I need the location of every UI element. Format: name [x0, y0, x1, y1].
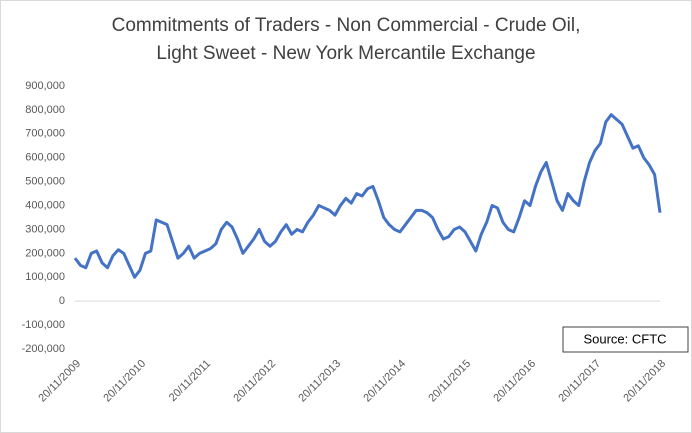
source-note: Source: CFTC [583, 331, 666, 346]
y-tick-label: 600,000 [25, 152, 65, 164]
y-tick-label: 0 [59, 295, 65, 307]
y-tick-label: 200,000 [25, 247, 65, 259]
chart-title: Commitments of Traders - Non Commercial … [112, 15, 581, 36]
y-tick-label: -200,000 [22, 343, 65, 355]
y-tick-label: 100,000 [25, 271, 65, 283]
chart-title: Light Sweet - New York Mercantile Exchan… [156, 43, 535, 64]
y-tick-label: 500,000 [25, 176, 65, 188]
y-tick-label: 700,000 [25, 128, 65, 140]
y-tick-label: 900,000 [25, 80, 65, 92]
y-tick-label: 300,000 [25, 223, 65, 235]
y-tick-label: 800,000 [25, 104, 65, 116]
y-tick-label: -100,000 [22, 319, 65, 331]
y-tick-label: 400,000 [25, 199, 65, 211]
source-box [562, 326, 689, 353]
data-line [73, 113, 662, 279]
